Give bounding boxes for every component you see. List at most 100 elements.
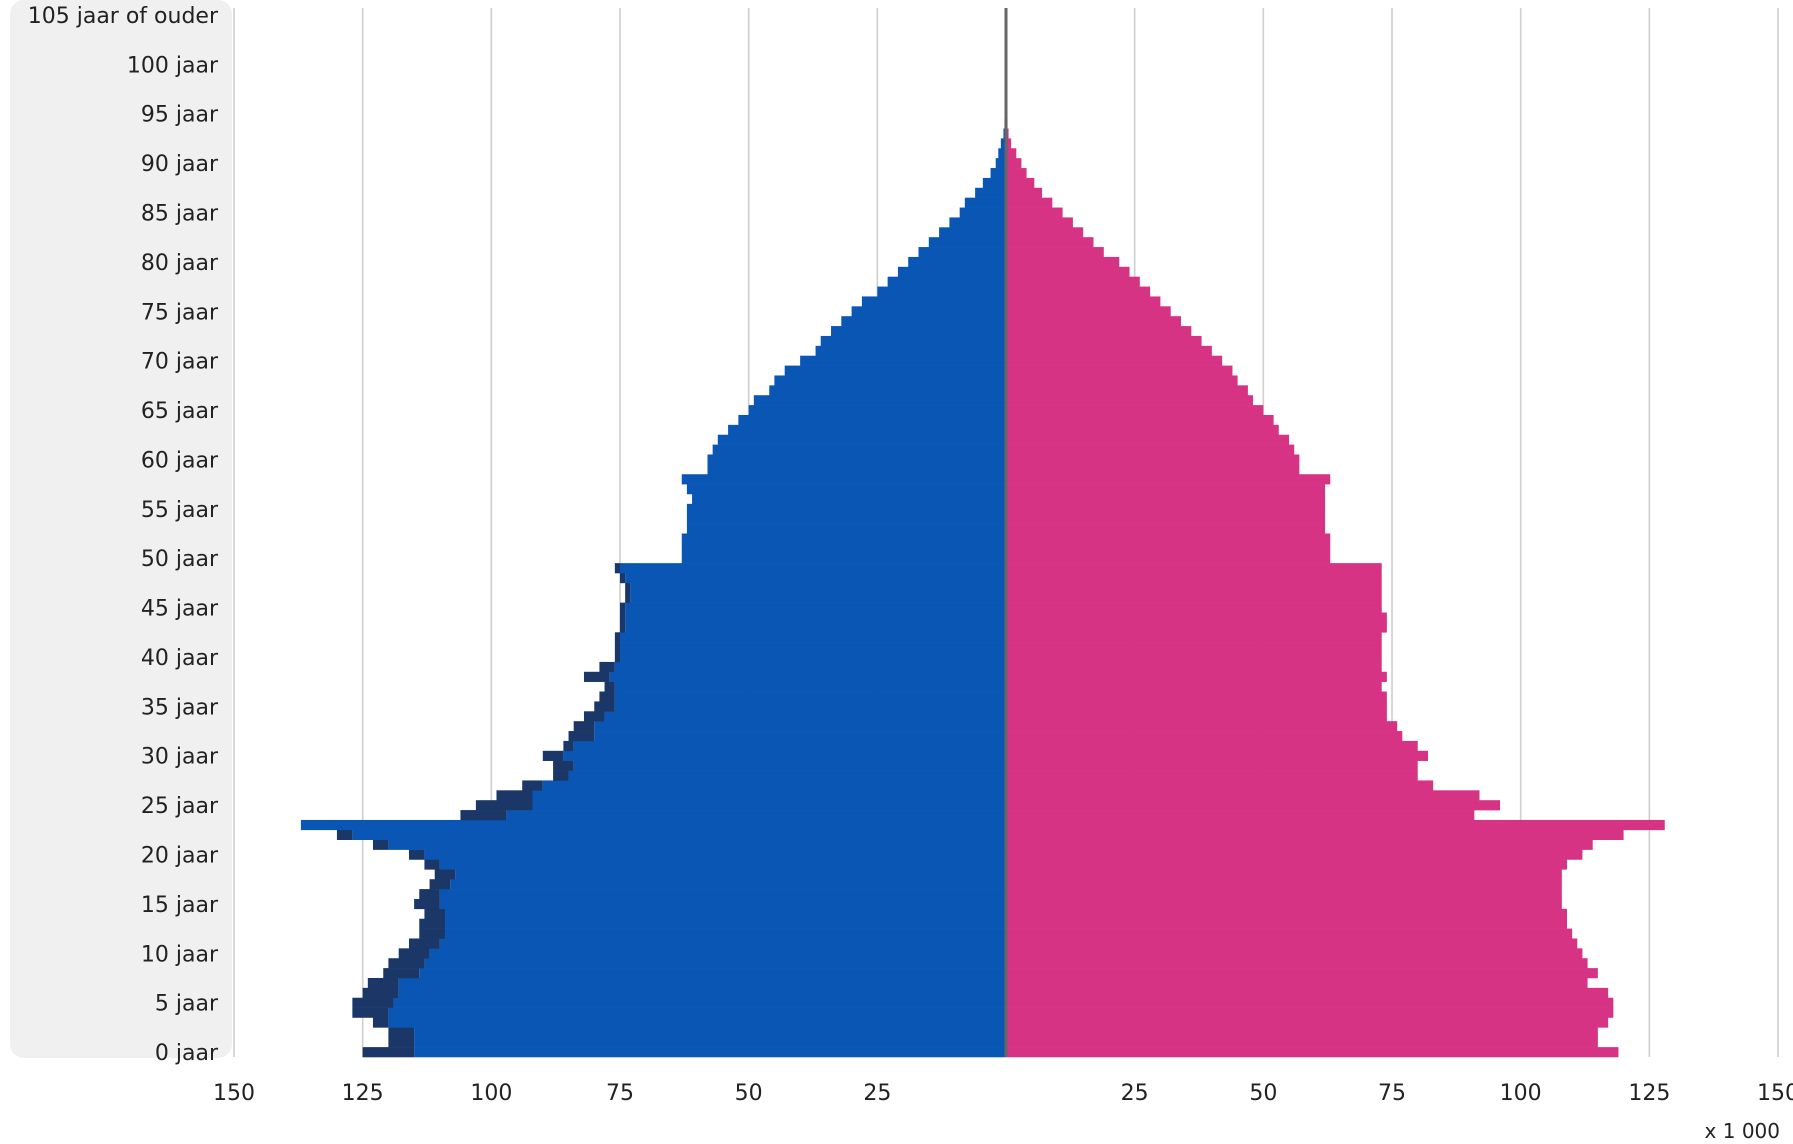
men-bar [897, 266, 1006, 277]
men-extra-bar [424, 908, 446, 920]
women-bar [1006, 731, 1403, 742]
women-bar [1006, 770, 1418, 781]
women-bar [1006, 533, 1331, 544]
men-bar [532, 790, 1006, 801]
x-tick-label: 75 [1378, 1081, 1406, 1106]
men-bar [686, 523, 1006, 534]
x-tick-label: 25 [1121, 1081, 1149, 1106]
men-extra-bar [553, 770, 569, 781]
women-bar [1006, 148, 1017, 159]
men-bar [625, 573, 1006, 584]
men-bar [506, 810, 1006, 821]
women-bar [1006, 256, 1120, 268]
men-bar [928, 237, 1006, 248]
men-bar [774, 375, 1006, 386]
men-bar [450, 879, 1006, 890]
men-bar [614, 661, 1006, 673]
men-extra-bar [620, 612, 626, 623]
men-bar [445, 918, 1007, 929]
men-bar [614, 701, 1006, 712]
men-bar [784, 365, 1006, 376]
men-bar [300, 819, 1006, 831]
men-extra-bar [434, 869, 456, 880]
x-tick-label: 50 [1249, 1081, 1277, 1106]
men-extra-bar [604, 681, 615, 692]
men-extra-bar [625, 592, 631, 603]
men-extra-bar [573, 721, 595, 732]
women-bar [1006, 227, 1084, 238]
women-bar [1006, 602, 1382, 613]
men-bar [398, 977, 1006, 989]
men-bar [419, 968, 1006, 979]
age-label: 35 jaar [141, 695, 219, 720]
women-bar [1006, 513, 1326, 524]
men-bar [887, 276, 1006, 287]
women-bar [1006, 612, 1387, 623]
women-bar [1006, 365, 1233, 376]
men-extra-bar [594, 701, 615, 712]
women-bar [1006, 355, 1223, 366]
men-bar [388, 839, 1006, 850]
men-bar [975, 187, 1006, 198]
women-bar [1006, 197, 1053, 208]
women-bar [1006, 849, 1583, 860]
men-bar [707, 464, 1006, 475]
men-extra-bar [336, 829, 353, 840]
men-extra-bar [475, 800, 533, 811]
women-bar [1006, 652, 1382, 663]
women-bar [1006, 918, 1567, 929]
women-bar [1006, 790, 1480, 801]
men-bar [630, 582, 1006, 594]
men-bar [820, 335, 1006, 347]
men-bar [625, 602, 1006, 613]
women-bar [1006, 671, 1387, 682]
men-bar [573, 760, 1006, 771]
women-bar [1006, 177, 1035, 189]
age-label: 50 jaar [141, 547, 219, 572]
women-bar [1006, 405, 1264, 416]
men-bar [620, 632, 1006, 643]
women-bar [1006, 444, 1295, 455]
women-bar [1006, 1017, 1609, 1028]
men-extra-bar [419, 928, 446, 939]
men-extra-bar [424, 859, 440, 870]
men-bar [1000, 138, 1006, 149]
men-bar [841, 316, 1006, 327]
women-bar [1006, 879, 1562, 890]
x-tick-label: 100 [1500, 1081, 1542, 1106]
men-extra-bar [388, 1027, 415, 1038]
women-bar [1006, 632, 1382, 643]
women-bar [1006, 464, 1300, 475]
age-label: 75 jaar [141, 300, 219, 325]
men-extra-bar [542, 750, 564, 761]
men-bar [918, 247, 1006, 258]
men-bar [414, 1037, 1007, 1048]
women-bar [1006, 158, 1022, 169]
men-bar [414, 1047, 1007, 1058]
men-bar [532, 800, 1006, 811]
age-label: 40 jaar [141, 646, 219, 671]
age-label: 100 jaar [127, 53, 219, 78]
women-bar [1006, 385, 1248, 396]
women-bar [1006, 345, 1212, 357]
women-bar [1006, 592, 1382, 603]
women-bar [1006, 553, 1331, 564]
men-bar [439, 889, 1006, 900]
age-label: 80 jaar [141, 251, 219, 276]
women-bar [1006, 908, 1567, 920]
women-bar [1006, 898, 1562, 910]
women-bar [1006, 987, 1609, 999]
men-bar [712, 444, 1006, 455]
men-bar [908, 256, 1006, 268]
men-bar [542, 780, 1006, 791]
men-bar [692, 493, 1006, 505]
men-bar [686, 513, 1006, 524]
men-bar [609, 671, 1006, 682]
women-bar [1006, 375, 1238, 386]
men-bar [393, 997, 1007, 1008]
age-label: 30 jaar [141, 745, 219, 770]
women-bar [1006, 286, 1151, 297]
age-label: 105 jaar of ouder [28, 4, 219, 29]
men-bar [995, 158, 1006, 169]
men-bar [620, 652, 1006, 663]
